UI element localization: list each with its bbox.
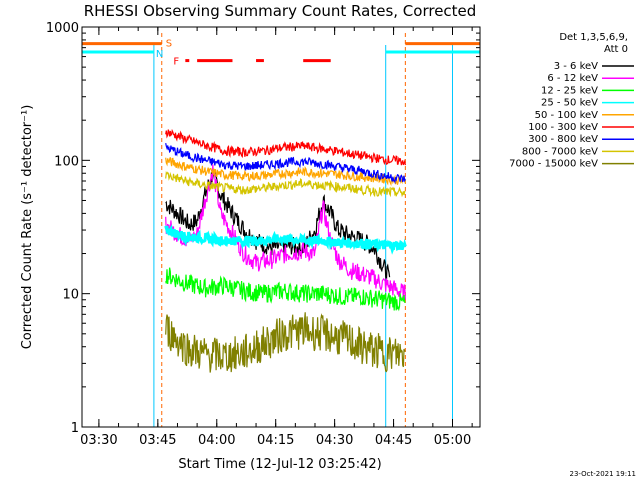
legend-title: Att 0 <box>604 44 628 55</box>
legend-label: 3 - 6 keV <box>554 61 598 72</box>
legend-title: Det 1,3,5,6,9, <box>559 32 628 43</box>
series-line <box>165 312 406 373</box>
chart-title: RHESSI Observing Summary Count Rates, Co… <box>84 2 477 20</box>
x-tick-label: 03:45 <box>139 433 176 448</box>
footer-timestamp: 23-Oct-2021 19:11 <box>570 470 636 478</box>
legend-label: 50 - 100 keV <box>535 110 599 121</box>
legend-label: 100 - 300 keV <box>528 122 598 133</box>
series-line <box>164 224 407 255</box>
x-tick-label: 05:00 <box>434 433 471 448</box>
series-line <box>165 267 406 312</box>
y-tick-label: 1 <box>71 421 79 436</box>
legend-label: 6 - 12 keV <box>547 73 598 84</box>
plot-frame <box>81 26 481 428</box>
flare-flag-label: F <box>173 57 179 68</box>
x-tick-label: 04:00 <box>198 433 235 448</box>
x-tick-label: 04:30 <box>316 433 353 448</box>
series-line <box>165 142 406 185</box>
y-tick-label: 10 <box>62 288 79 303</box>
y-tick-label: 100 <box>54 154 79 169</box>
series-line <box>165 157 406 187</box>
legend-label: 300 - 800 keV <box>528 134 598 145</box>
series-line <box>165 164 406 302</box>
x-tick-label: 03:30 <box>80 433 117 448</box>
legend-label: 7000 - 15000 keV <box>509 159 598 170</box>
legend-label: 800 - 7000 keV <box>522 146 598 157</box>
plot-area: SNF <box>82 33 480 427</box>
axes: 03:30 03:45 04:00 04:15 04:30 04:45 05:00 1 10 10… <box>46 21 480 448</box>
x-tick-label: 04:45 <box>375 433 412 448</box>
legend-label: 25 - 50 keV <box>541 98 598 109</box>
saa-flag-label: S <box>166 39 172 50</box>
x-tick-label: 04:15 <box>257 433 294 448</box>
series-line <box>165 169 391 282</box>
series-line <box>165 171 406 198</box>
y-tick-label: 1000 <box>46 21 79 36</box>
series-line <box>165 128 406 166</box>
y-axis-label: Corrected Count Rate (s⁻¹ detector⁻¹) <box>20 105 35 350</box>
night-flag-label: N <box>156 49 163 60</box>
legend-label: 12 - 25 keV <box>541 85 598 96</box>
x-axis-label: Start Time (12-Jul-12 03:25:42) <box>178 457 381 472</box>
